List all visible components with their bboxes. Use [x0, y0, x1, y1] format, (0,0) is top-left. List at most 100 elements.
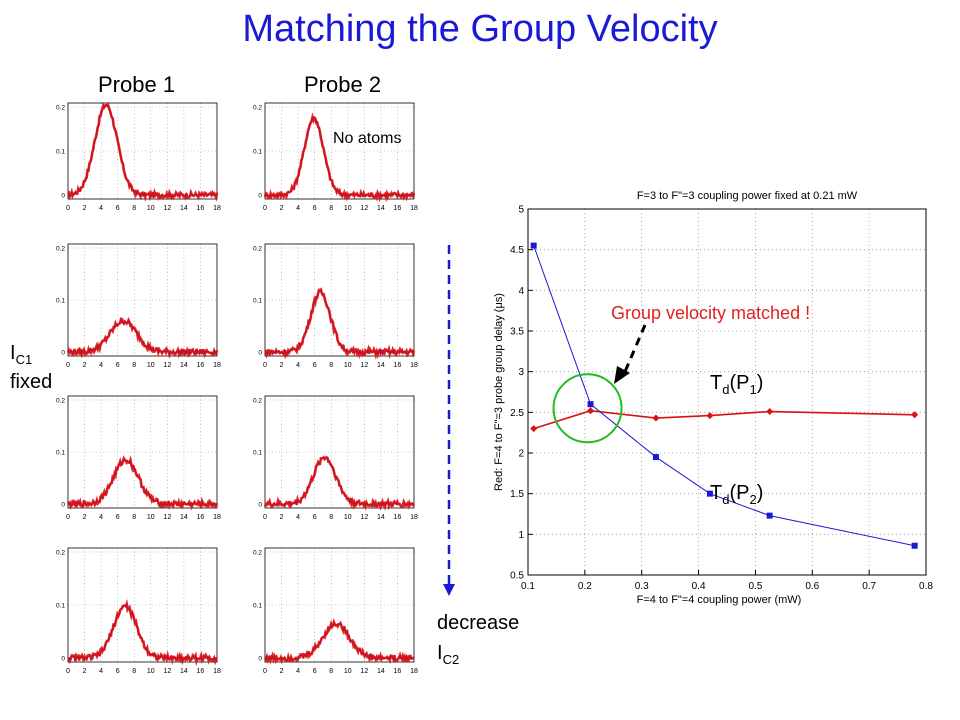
main-xtick-label: 0.2 — [578, 581, 592, 592]
main-ytick-label: 2.5 — [510, 408, 524, 419]
panel-xtick-label: 10 — [147, 362, 155, 369]
probe-1-label: Probe 1 — [98, 72, 176, 97]
panel-xtick-label: 0 — [66, 205, 70, 212]
panel-xtick-label: 16 — [197, 205, 205, 212]
main-ytick-label: 3.5 — [510, 327, 524, 338]
panel-xtick-label: 8 — [132, 668, 136, 675]
panel-xtick-label: 4 — [296, 362, 300, 369]
panel-ytick-label: 0.2 — [253, 246, 262, 253]
main-ytick-label: 1.5 — [510, 489, 524, 500]
probe2-row1-data-trace — [263, 112, 416, 203]
panel-xtick-label: 8 — [132, 205, 136, 212]
match-circle — [552, 373, 623, 444]
panel-xtick-label: 4 — [99, 514, 103, 521]
main-y-axis-label: Red: F=4 to F"=3 probe group delay (μs) — [493, 293, 505, 491]
panel-xtick-label: 16 — [394, 205, 402, 212]
panel-ytick-label: 0.2 — [56, 398, 65, 405]
panel-ytick-label: 0.2 — [56, 105, 65, 112]
decrease-label: decrease — [437, 612, 520, 634]
panel-xtick-label: 16 — [197, 514, 205, 521]
series-1-point — [911, 542, 918, 549]
panel-xtick-label: 18 — [410, 668, 418, 675]
series-1-point — [587, 401, 594, 408]
probe2-row4-data-trace — [263, 617, 415, 665]
match-arrow-head — [614, 366, 630, 384]
panel-xtick-label: 16 — [197, 362, 205, 369]
panel-xtick-label: 4 — [296, 205, 300, 212]
main-ytick-label: 5 — [518, 205, 524, 216]
panel-xtick-label: 2 — [280, 205, 284, 212]
panel-xtick-label: 2 — [280, 668, 284, 675]
panel-xtick-label: 12 — [163, 362, 171, 369]
probe1-row1-data-trace — [67, 101, 219, 203]
panel-ytick-label: 0.1 — [56, 450, 65, 457]
panel-xtick-label: 0 — [263, 205, 267, 212]
panel-xtick-label: 12 — [360, 668, 368, 675]
panel-xtick-label: 12 — [360, 205, 368, 212]
panel-xtick-label: 14 — [180, 668, 188, 675]
panel-xtick-label: 18 — [410, 205, 418, 212]
probe1-row4-data-trace — [67, 599, 218, 667]
panel-xtick-label: 10 — [344, 205, 352, 212]
panel-xtick-label: 18 — [213, 205, 221, 212]
panel-ytick-label: 0.1 — [253, 149, 262, 156]
main-xtick-label: 0.4 — [692, 581, 706, 592]
match-arrow-shaft — [622, 324, 647, 375]
main-xtick-label: 0.1 — [521, 581, 535, 592]
panel-xtick-label: 6 — [313, 205, 317, 212]
probe2-row3-data-trace — [263, 455, 415, 512]
panel-ytick-label: 0.1 — [56, 298, 65, 305]
panel-xtick-label: 4 — [99, 205, 103, 212]
main-xtick-label: 0.7 — [862, 581, 876, 592]
panel-xtick-label: 8 — [329, 668, 333, 675]
panel-frame — [67, 547, 218, 663]
probe1-row3-data-trace — [66, 455, 219, 511]
panel-xtick-label: 18 — [213, 668, 221, 675]
panel-xtick-label: 8 — [329, 514, 333, 521]
main-ytick-label: 4.5 — [510, 245, 524, 256]
td-p2-label: Td(P2) — [710, 482, 764, 507]
series-line-0 — [533, 409, 915, 430]
panel-xtick-label: 18 — [410, 514, 418, 521]
panel-xtick-label: 6 — [313, 514, 317, 521]
panel-xtick-label: 0 — [66, 668, 70, 675]
panel-xtick-label: 8 — [132, 514, 136, 521]
main-xtick-label: 0.3 — [635, 581, 649, 592]
ic2-label: IC2 — [437, 642, 460, 667]
panel-xtick-label: 14 — [377, 205, 385, 212]
panel-ytick-label: 0 — [258, 656, 262, 663]
panel-ytick-label: 0 — [258, 193, 262, 200]
panel-xtick-label: 12 — [163, 668, 171, 675]
td-p1-label: Td(P1) — [710, 372, 764, 397]
panel-xtick-label: 6 — [313, 668, 317, 675]
panel-ytick-label: 0.2 — [253, 398, 262, 405]
panel-frame — [264, 547, 415, 663]
panel-xtick-label: 4 — [296, 668, 300, 675]
series-1-point — [652, 454, 659, 461]
panel-ytick-label: 0 — [61, 502, 65, 509]
panel-xtick-label: 4 — [99, 668, 103, 675]
panel-ytick-label: 0.2 — [253, 105, 262, 112]
panel-xtick-label: 18 — [213, 514, 221, 521]
panel-xtick-label: 10 — [147, 205, 155, 212]
panel-xtick-label: 14 — [180, 362, 188, 369]
panel-frame — [67, 102, 218, 200]
main-xtick-label: 0.5 — [748, 581, 762, 592]
main-chart-title: F=3 to F"=3 coupling power fixed at 0.21… — [637, 190, 858, 202]
panel-xtick-label: 2 — [83, 514, 87, 521]
ic1-label: IC1 — [10, 342, 33, 367]
panel-xtick-label: 6 — [313, 362, 317, 369]
panel-xtick-label: 2 — [280, 362, 284, 369]
main-xtick-label: 0.8 — [919, 581, 933, 592]
panel-xtick-label: 12 — [360, 362, 368, 369]
panel-xtick-label: 10 — [344, 514, 352, 521]
panel-xtick-label: 18 — [410, 362, 418, 369]
panel-xtick-label: 16 — [394, 668, 402, 675]
panel-ytick-label: 0.2 — [253, 550, 262, 557]
main-ytick-label: 0.5 — [510, 571, 524, 582]
panel-xtick-label: 10 — [147, 514, 155, 521]
main-ytick-label: 1 — [518, 530, 524, 541]
